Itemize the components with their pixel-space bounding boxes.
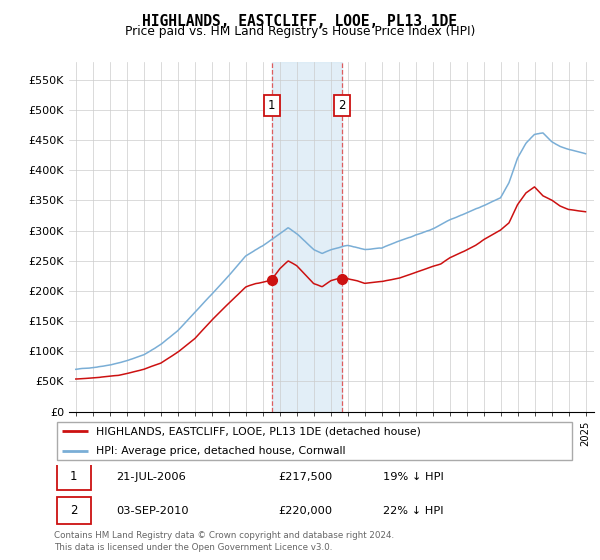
FancyBboxPatch shape (56, 497, 91, 524)
Text: £217,500: £217,500 (278, 472, 333, 482)
Text: 1: 1 (268, 99, 275, 112)
Text: 1: 1 (70, 470, 77, 483)
Text: 03-SEP-2010: 03-SEP-2010 (116, 506, 189, 516)
Text: 19% ↓ HPI: 19% ↓ HPI (383, 472, 444, 482)
FancyBboxPatch shape (56, 422, 572, 460)
Text: HIGHLANDS, EASTCLIFF, LOOE, PL13 1DE: HIGHLANDS, EASTCLIFF, LOOE, PL13 1DE (143, 14, 458, 29)
Text: HPI: Average price, detached house, Cornwall: HPI: Average price, detached house, Corn… (96, 446, 345, 456)
Text: 2: 2 (338, 99, 346, 112)
Text: HIGHLANDS, EASTCLIFF, LOOE, PL13 1DE (detached house): HIGHLANDS, EASTCLIFF, LOOE, PL13 1DE (de… (96, 426, 421, 436)
FancyBboxPatch shape (56, 464, 91, 490)
Text: 2: 2 (70, 504, 77, 517)
Text: Contains HM Land Registry data © Crown copyright and database right 2024.
This d: Contains HM Land Registry data © Crown c… (54, 531, 394, 552)
Text: £220,000: £220,000 (278, 506, 332, 516)
Text: Price paid vs. HM Land Registry's House Price Index (HPI): Price paid vs. HM Land Registry's House … (125, 25, 475, 38)
Text: 22% ↓ HPI: 22% ↓ HPI (383, 506, 443, 516)
Text: 21-JUL-2006: 21-JUL-2006 (116, 472, 187, 482)
Bar (272, 62, 342, 412)
